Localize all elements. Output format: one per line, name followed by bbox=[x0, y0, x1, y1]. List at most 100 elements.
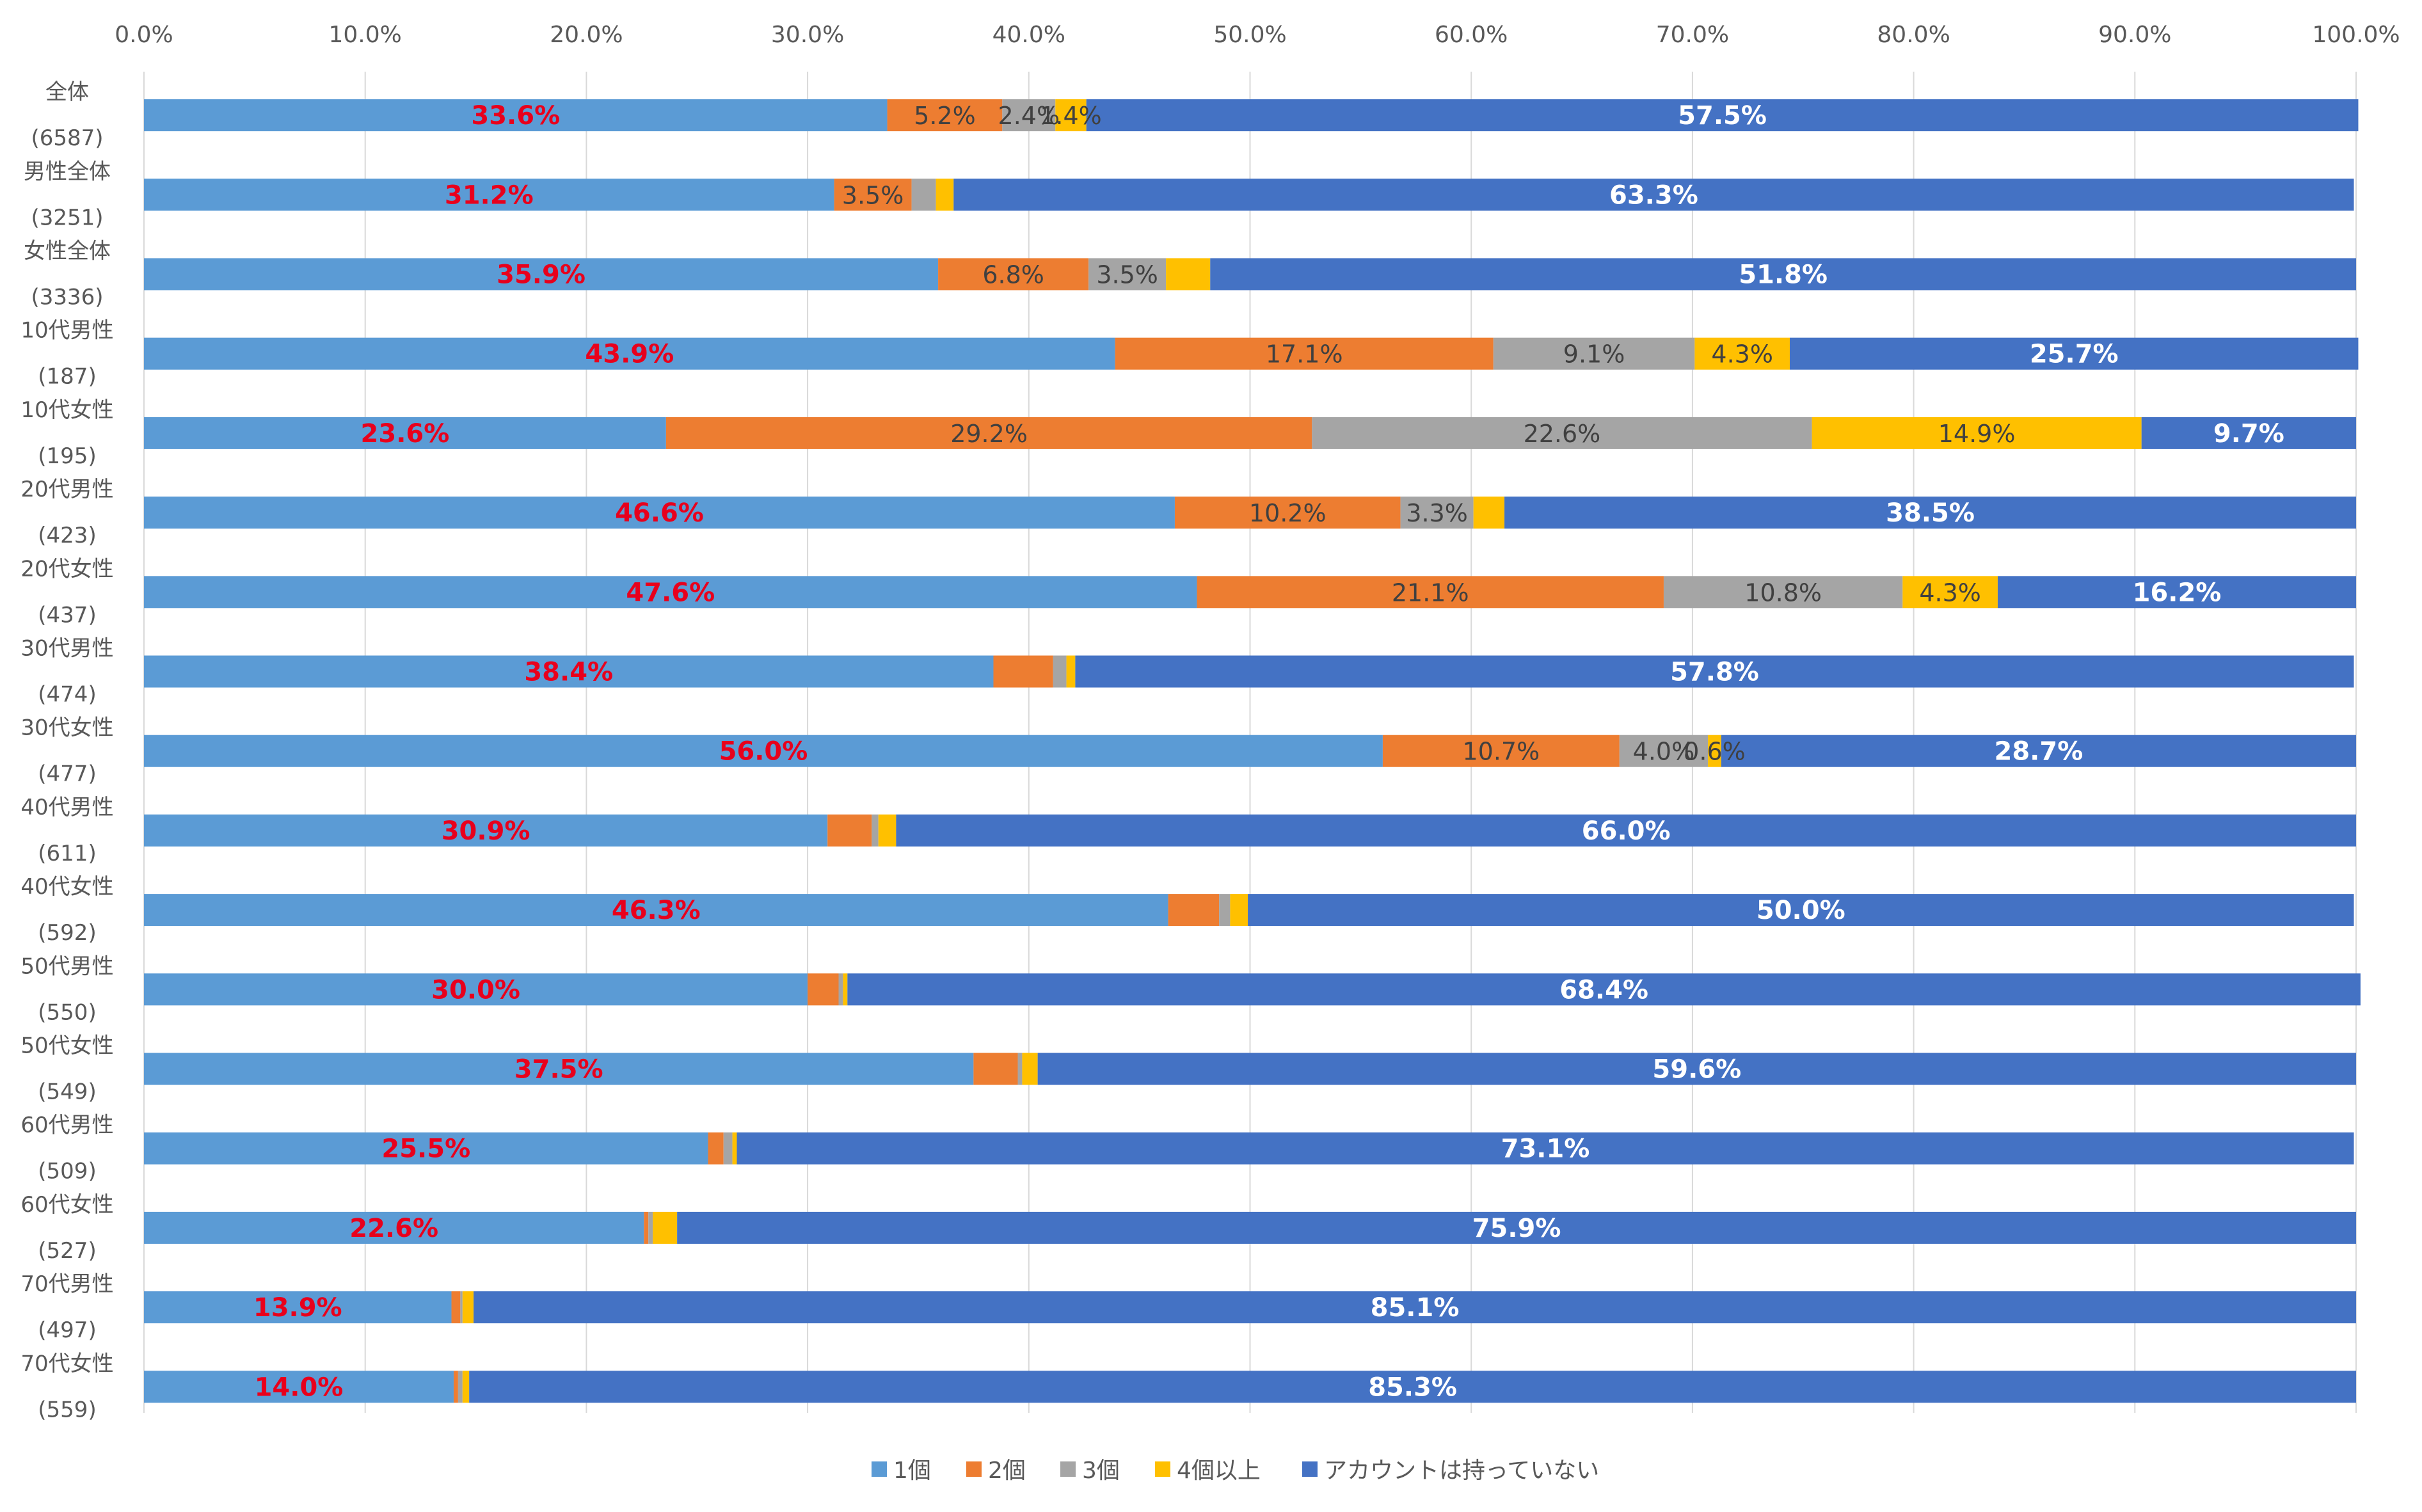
category-label: 20代女性 bbox=[20, 556, 113, 582]
data-label: 22.6% bbox=[349, 1214, 438, 1243]
bar-segment bbox=[469, 1371, 2357, 1403]
bar-segment bbox=[1166, 258, 1211, 290]
bar-segment bbox=[1002, 99, 1056, 132]
data-label: 23.6% bbox=[361, 419, 450, 449]
category-count-label: (592) bbox=[38, 920, 96, 946]
bar-segment bbox=[144, 576, 1197, 609]
data-label: 2.4% bbox=[998, 102, 1060, 130]
data-label: 75.9% bbox=[1472, 1214, 1561, 1243]
bar-segment bbox=[732, 1132, 737, 1165]
bar-segment bbox=[144, 179, 834, 211]
bar-segment bbox=[1619, 735, 1709, 767]
data-label: 31.2% bbox=[445, 180, 534, 210]
category-label: 50代女性 bbox=[20, 1033, 113, 1059]
bar-segment bbox=[144, 1211, 644, 1244]
bar-segment bbox=[1053, 655, 1067, 688]
data-label: 66.0% bbox=[1582, 816, 1671, 846]
data-label: 63.3% bbox=[1609, 180, 1698, 210]
legend-swatch bbox=[1060, 1461, 1076, 1477]
bar-segment bbox=[1066, 655, 1076, 688]
data-label: 14.9% bbox=[1938, 420, 2016, 448]
x-tick-label: 70.0% bbox=[1656, 22, 1729, 48]
data-label: 10.8% bbox=[1744, 578, 1822, 607]
category-count-label: (6587) bbox=[31, 125, 103, 151]
bar-segment bbox=[1017, 1053, 1023, 1085]
data-label: 37.5% bbox=[514, 1055, 603, 1085]
bar-segment bbox=[843, 973, 848, 1006]
category-count-label: (187) bbox=[38, 364, 96, 390]
data-label: 57.8% bbox=[1670, 658, 1759, 687]
bar-segment bbox=[144, 99, 888, 132]
data-label: 46.3% bbox=[612, 896, 701, 925]
data-label: 4.3% bbox=[1919, 578, 1981, 607]
bar-segment bbox=[1210, 258, 2356, 290]
data-label: 0.6% bbox=[1684, 738, 1746, 766]
bar-segment bbox=[653, 1211, 678, 1244]
data-label: 38.5% bbox=[1886, 498, 1975, 528]
bar-segment bbox=[144, 1371, 454, 1403]
category-count-label: (437) bbox=[38, 602, 96, 628]
bar-segment bbox=[1088, 258, 1167, 290]
bar-segment bbox=[708, 1132, 724, 1165]
legend-label: 2個 bbox=[988, 1458, 1026, 1484]
x-tick-label: 100.0% bbox=[2312, 22, 2400, 48]
data-label: 85.1% bbox=[1371, 1293, 1460, 1323]
legend: 1個 2個 3個 4個以上 アカウントは持っていない bbox=[872, 1458, 1599, 1484]
x-tick-label: 60.0% bbox=[1435, 22, 1508, 48]
category-count-label: (549) bbox=[38, 1079, 96, 1105]
data-label: 13.9% bbox=[253, 1293, 342, 1323]
data-label: 25.7% bbox=[2030, 340, 2119, 369]
bar-segment bbox=[458, 1371, 463, 1403]
data-label: 10.7% bbox=[1463, 738, 1540, 766]
bar-segment bbox=[834, 179, 912, 211]
bar-segment bbox=[847, 973, 2361, 1006]
data-label: 46.6% bbox=[615, 498, 704, 528]
data-label: 5.2% bbox=[914, 102, 976, 130]
bar-segment bbox=[1694, 337, 1790, 370]
bar-segment bbox=[462, 1291, 474, 1324]
category-label: 60代女性 bbox=[20, 1192, 113, 1218]
legend-label: 1個 bbox=[893, 1458, 931, 1484]
bar-segment bbox=[144, 655, 994, 688]
bar-segment bbox=[144, 973, 808, 1006]
bar-segment bbox=[1473, 497, 1505, 529]
bar-segment bbox=[144, 497, 1175, 529]
category-count-label: (477) bbox=[38, 761, 96, 787]
bar-segment bbox=[144, 1291, 452, 1324]
x-tick-label: 30.0% bbox=[771, 22, 844, 48]
bar-segment bbox=[1197, 576, 1664, 609]
bar-segment bbox=[1902, 576, 1998, 609]
data-label: 57.5% bbox=[1678, 101, 1767, 131]
data-label: 22.6% bbox=[1524, 420, 1601, 448]
category-count-label: (611) bbox=[38, 841, 96, 866]
data-label: 3.5% bbox=[1096, 261, 1158, 289]
data-label: 56.0% bbox=[719, 737, 808, 767]
data-label: 30.0% bbox=[431, 975, 520, 1005]
data-label: 1.4% bbox=[1040, 102, 1102, 130]
x-tick-label: 40.0% bbox=[992, 22, 1065, 48]
bar-segment bbox=[723, 1132, 733, 1165]
bar-segment bbox=[827, 814, 872, 847]
bar-segment bbox=[677, 1211, 2356, 1244]
category-labels: 全体 (6587) 男性全体 (3251) 女性全体 (3336) 10代男性 (187) 10… bbox=[20, 79, 113, 1422]
bar-segment bbox=[474, 1291, 2356, 1324]
bar-segment bbox=[144, 337, 1115, 370]
data-label: 6.8% bbox=[982, 261, 1044, 289]
bar-segment bbox=[887, 99, 1003, 132]
data-label: 9.1% bbox=[1563, 340, 1625, 369]
bar-segment bbox=[1115, 337, 1494, 370]
data-label: 16.2% bbox=[2133, 578, 2222, 607]
category-label: 全体 bbox=[45, 79, 89, 105]
bar-segment bbox=[453, 1371, 458, 1403]
category-count-label: (550) bbox=[38, 999, 96, 1025]
category-label: 30代男性 bbox=[20, 636, 113, 662]
data-label: 38.4% bbox=[524, 658, 613, 687]
bar-segment bbox=[144, 814, 828, 847]
bar-segment bbox=[144, 417, 666, 449]
data-label: 35.9% bbox=[497, 260, 586, 290]
category-label: 50代男性 bbox=[20, 953, 113, 979]
legend-swatch bbox=[1155, 1461, 1170, 1477]
bar-segment bbox=[665, 417, 1312, 449]
data-label: 43.9% bbox=[585, 340, 674, 369]
bar-segment bbox=[1312, 417, 1812, 449]
